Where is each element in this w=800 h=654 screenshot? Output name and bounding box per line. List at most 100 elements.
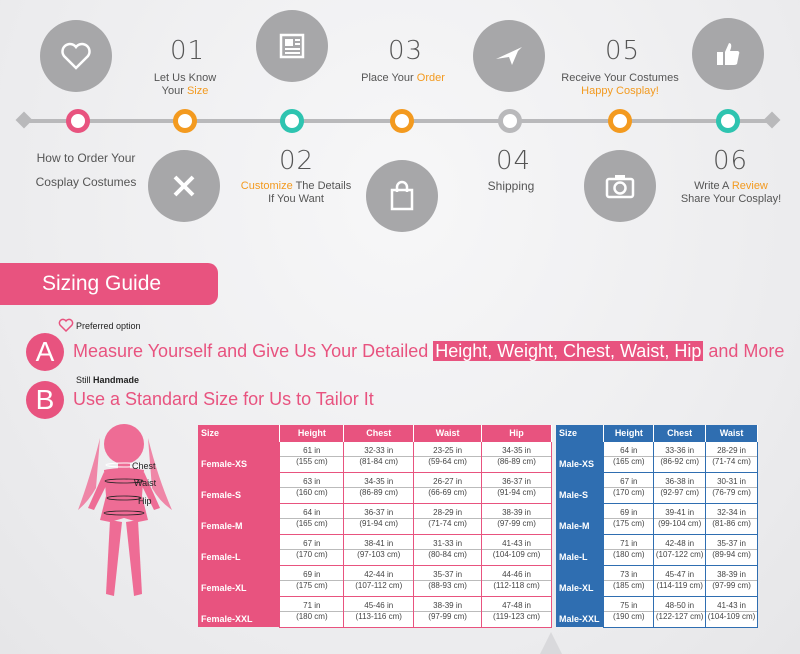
measurement-inches: 75 in — [604, 601, 654, 612]
measurement-cm: (97-103 cm) — [357, 550, 401, 559]
measurement-cell: 39-41 in (99-104 cm) — [653, 502, 707, 535]
measurement-cm: (80-84 cm) — [428, 550, 467, 559]
measurement-cm: (88-93 cm) — [428, 581, 467, 590]
female-size-table: Size Height Chest Waist Hip Female-XS 61 … — [198, 425, 552, 628]
measurement-cell: 38-39 in (97-99 cm) — [705, 564, 758, 597]
size-cell: Male-XS — [556, 441, 604, 472]
measurement-inches: 41-43 in — [706, 601, 757, 612]
thumbs-up-icon — [717, 43, 740, 65]
measurement-cell: 69 in (175 cm) — [603, 502, 655, 535]
table-row: Female-XL 69 in (175 cm) 42-44 in (107-112 c… — [198, 564, 552, 597]
measurement-cell: 75 in (190 cm) — [603, 595, 655, 628]
measurement-inches: 36-38 in — [654, 477, 706, 488]
measurement-cell: 44-46 in (112-118 cm) — [481, 564, 552, 597]
measurement-inches: 63 in — [280, 477, 344, 488]
pencil-ruler-icon — [173, 175, 195, 197]
table-row: Female-XS 61 in (155 cm) 32-33 in (81-84 cm)… — [198, 440, 552, 473]
table-row: Male-L 71 in (180 cm) 42-48 in (107-122 cm) 3… — [556, 533, 758, 566]
measurement-cell: 41-43 in (104-109 cm) — [705, 595, 758, 628]
measurement-cm: (104-109 cm) — [707, 612, 756, 621]
measurement-cell: 36-37 in (91-94 cm) — [343, 502, 415, 535]
size-cell: Female-L — [198, 534, 280, 565]
measurement-cm: (112-118 cm) — [493, 581, 540, 590]
table-header: Chest — [343, 425, 415, 441]
step-04-number: 04 — [496, 146, 532, 176]
size-cell: Female-XXL — [198, 596, 280, 627]
measurement-inches: 35-37 in — [414, 570, 482, 581]
measurement-inches: 31-33 in — [414, 539, 482, 550]
step-05-number: 05 — [605, 36, 641, 66]
measurement-cell: 31-33 in (80-84 cm) — [413, 533, 483, 566]
measurement-cm: (180 cm) — [613, 550, 645, 559]
measurement-inches: 35-37 in — [706, 539, 757, 550]
heart-icon-circle — [40, 20, 112, 92]
measurement-cell: 34-35 in (86-89 cm) — [343, 471, 415, 504]
measurement-inches: 32-33 in — [344, 446, 414, 457]
step-06-number: 06 — [713, 146, 749, 176]
size-cell: Male-L — [556, 534, 604, 565]
measurement-cell: 30-31 in (76-79 cm) — [705, 471, 758, 504]
hip-label: Hip — [138, 496, 152, 506]
timeline-node-03 — [390, 109, 414, 133]
measurement-cm: (97-99 cm) — [497, 519, 536, 528]
step-05-caption: Receive Your Costumes Happy Cosplay! — [561, 72, 679, 97]
measurement-inches: 38-39 in — [482, 508, 551, 519]
option-b-badge: B — [26, 381, 64, 419]
newspaper-icon-circle — [256, 10, 328, 82]
measurement-cm: (86-89 cm) — [497, 457, 536, 466]
how-to-order-caption: How to Order Your Cosplay Costumes — [35, 151, 137, 189]
measurement-inches: 38-41 in — [344, 539, 414, 550]
table-row: Male-M 69 in (175 cm) 39-41 in (99-104 cm) 32… — [556, 502, 758, 535]
measurement-cell: 33-36 in (86-92 cm) — [653, 440, 707, 473]
measurement-cm: (165 cm) — [613, 457, 645, 466]
measurement-cm: (114-119 cm) — [656, 581, 703, 590]
table-row: Male-XXL 75 in (190 cm) 48-50 in (122-127 cm… — [556, 595, 758, 628]
table-header: Waist — [705, 425, 758, 441]
measurement-inches: 69 in — [604, 508, 654, 519]
measurement-inches: 71 in — [604, 539, 654, 550]
measurement-cm: (86-89 cm) — [359, 488, 399, 497]
measurement-inches: 33-36 in — [654, 446, 706, 457]
measurement-inches: 36-37 in — [482, 477, 551, 488]
measurement-cell: 38-41 in (97-103 cm) — [343, 533, 415, 566]
size-cell: Male-XL — [556, 565, 604, 596]
measurement-cell: 28-29 in (71-74 cm) — [413, 502, 483, 535]
timeline-node-start — [66, 109, 90, 133]
heart-icon — [61, 42, 91, 70]
measurement-cell: 36-38 in (92-97 cm) — [653, 471, 707, 504]
measurement-inches: 34-35 in — [482, 446, 551, 457]
chest-label: Chest — [132, 461, 156, 471]
measurement-inches: 67 in — [280, 539, 344, 550]
timeline-node-04 — [498, 109, 522, 133]
measurement-inches: 61 in — [280, 446, 344, 457]
table-row: Female-M 64 in (165 cm) 36-37 in (91-94 cm) 2… — [198, 502, 552, 535]
measurement-cm: (185 cm) — [613, 581, 645, 590]
measurement-cell: 63 in (160 cm) — [279, 471, 345, 504]
measurement-cm: (71-74 cm) — [712, 457, 751, 466]
option-a-badge: A — [26, 333, 64, 371]
measurement-inches: 28-29 in — [414, 508, 482, 519]
measurement-cell: 35-37 in (88-93 cm) — [413, 564, 483, 597]
measurement-inches: 45-46 in — [344, 601, 414, 612]
measurement-cm: (81-86 cm) — [712, 519, 751, 528]
step-03-caption: Place Your Order — [361, 72, 445, 84]
size-cell: Female-M — [198, 503, 280, 534]
measurement-cm: (160 cm) — [296, 488, 328, 497]
table-row: Male-XS 64 in (165 cm) 33-36 in (86-92 cm) 28… — [556, 440, 758, 473]
measurement-inches: 69 in — [280, 570, 344, 581]
heart-outline-icon — [58, 318, 74, 332]
size-cell: Male-S — [556, 472, 604, 503]
measurement-cell: 61 in (155 cm) — [279, 440, 345, 473]
measurement-cm: (122-127 cm) — [655, 612, 704, 621]
size-cell: Male-M — [556, 503, 604, 534]
camera-icon — [605, 175, 635, 199]
measurement-cell: 23-25 in (59-64 cm) — [413, 440, 483, 473]
measurement-inches: 42-44 in — [344, 570, 414, 581]
measurement-cell: 64 in (165 cm) — [279, 502, 345, 535]
measurement-inches: 42-48 in — [654, 539, 706, 550]
option-a-text: Measure Yourself and Give Us Your Detail… — [73, 341, 785, 361]
measurement-cm: (113-116 cm) — [355, 612, 402, 621]
table-header: Chest — [653, 425, 707, 441]
measurement-cm: (92-97 cm) — [660, 488, 700, 497]
table-header: Waist — [413, 425, 483, 441]
